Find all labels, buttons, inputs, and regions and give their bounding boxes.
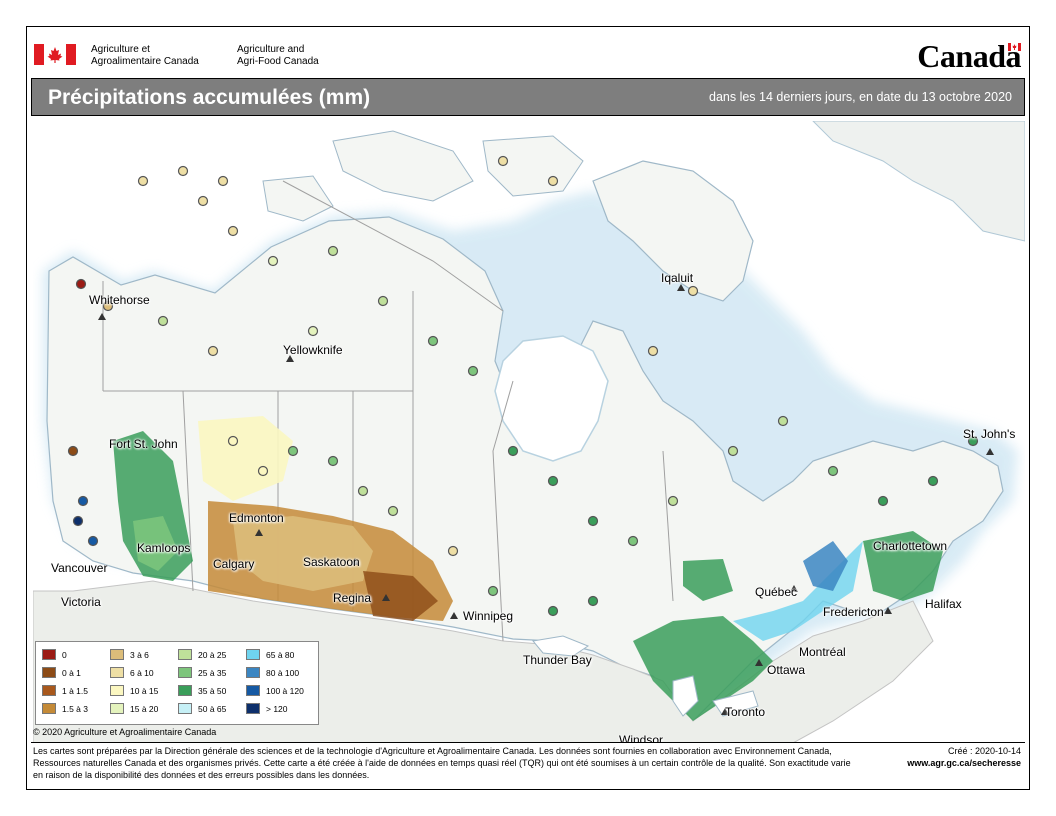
ontario-wet-zone bbox=[633, 616, 773, 721]
legend-swatch bbox=[42, 703, 56, 714]
city-label-winnipeg: Winnipeg bbox=[463, 609, 514, 623]
legend-swatch bbox=[42, 685, 56, 696]
city-label-yellowknife: Yellowknife bbox=[283, 343, 343, 357]
bc-wet-zone-light bbox=[133, 516, 178, 571]
city-label-ottawa: Ottawa bbox=[767, 663, 806, 677]
city-markers bbox=[98, 284, 994, 715]
legend-swatch bbox=[110, 685, 124, 696]
city-label-vancouver: Vancouver bbox=[51, 561, 108, 575]
footnote: Les cartes sont préparées par la Directi… bbox=[33, 746, 851, 780]
alberta-moist-zone bbox=[198, 416, 293, 501]
maritimes-wet-zone bbox=[863, 531, 943, 601]
legend-swatch bbox=[246, 685, 260, 696]
hudson-bay bbox=[494, 335, 609, 462]
legend-swatch bbox=[178, 667, 192, 678]
legend-swatch bbox=[246, 703, 260, 714]
city-label-halifax: Halifax bbox=[925, 597, 962, 611]
legend-swatch bbox=[246, 649, 260, 660]
city-label-toronto: Toronto bbox=[725, 705, 766, 719]
legend-swatch bbox=[110, 703, 124, 714]
legend-swatch bbox=[42, 667, 56, 678]
lake-superior bbox=[532, 635, 590, 657]
header: Agriculture et Agroalimentaire Canada Agr… bbox=[27, 27, 1029, 75]
footer-info: Créé : 2020-10-14 www.agr.gc.ca/secheres… bbox=[907, 745, 1021, 769]
city-label-quebec: Québec bbox=[755, 585, 798, 599]
station-markers bbox=[67, 155, 979, 617]
city-label-fort-st-john: Fort St. John bbox=[109, 437, 178, 451]
arctic-island-3 bbox=[262, 175, 334, 222]
legend-swatch bbox=[178, 685, 192, 696]
city-label-charlottetown: Charlottetown bbox=[873, 539, 948, 553]
footer-divider bbox=[31, 742, 1025, 743]
city-label-st-johns: St. John's bbox=[963, 427, 1016, 441]
legend-swatch bbox=[246, 667, 260, 678]
prairie-dry-zone-dark bbox=[363, 571, 438, 621]
lake-huron bbox=[672, 675, 699, 717]
map-frame: Agriculture et Agroalimentaire Canada Agr… bbox=[26, 26, 1030, 790]
created-date: Créé : 2020-10-14 bbox=[947, 746, 1021, 756]
city-label-iqaluit: Iqaluit bbox=[661, 271, 694, 285]
precipitation-map: Whitehorse Yellowknife Iqaluit Fort St. … bbox=[33, 121, 1025, 743]
city-label-montreal: Montréal bbox=[799, 645, 846, 659]
city-label-calgary: Calgary bbox=[213, 557, 255, 571]
city-label-saskatoon: Saskatoon bbox=[303, 555, 360, 569]
department-name-fr: Agriculture et Agroalimentaire Canada bbox=[91, 44, 199, 67]
legend-swatch bbox=[178, 649, 192, 660]
baffin-island bbox=[592, 160, 754, 302]
copyright: © 2020 Agriculture et Agroalimentaire Ca… bbox=[33, 727, 217, 737]
greenland bbox=[812, 121, 1025, 242]
legend-swatch bbox=[110, 649, 124, 660]
city-label-windsor: Windsor bbox=[619, 733, 664, 743]
quebec-wettest-zone bbox=[803, 541, 848, 591]
legend-swatch bbox=[178, 703, 192, 714]
department-name-en: Agriculture and Agri-Food Canada bbox=[237, 44, 319, 67]
canada-wordmark: Canada bbox=[917, 38, 1021, 74]
map-subtitle: dans les 14 derniers jours, en date du 1… bbox=[709, 90, 1012, 104]
title-bar: Précipitations accumulées (mm) dans les … bbox=[31, 78, 1025, 116]
wordmark-flag-icon bbox=[1008, 43, 1021, 51]
city-label-victoria: Victoria bbox=[61, 595, 101, 609]
city-label-regina: Regina bbox=[333, 591, 372, 605]
city-label-whitehorse: Whitehorse bbox=[89, 293, 150, 307]
legend-swatch bbox=[110, 667, 124, 678]
legend: 0 0 à 1 1 à 1.5 1.5 à 3 3 à 6 6 à 10 10 … bbox=[35, 641, 319, 725]
legend-swatch bbox=[42, 649, 56, 660]
prairie-dry-zone-light bbox=[233, 516, 373, 591]
quebec-very-wet-zone bbox=[733, 541, 863, 641]
northern-ontario-zone bbox=[683, 559, 733, 601]
city-label-fredericton: Fredericton bbox=[823, 605, 884, 619]
city-label-kamloops: Kamloops bbox=[137, 541, 191, 555]
canada-flag-icon bbox=[34, 44, 76, 65]
city-label-thunder-bay: Thunder Bay bbox=[523, 653, 592, 667]
arctic-island-1 bbox=[332, 130, 474, 202]
map-title: Précipitations accumulées (mm) bbox=[48, 86, 371, 109]
source-url[interactable]: www.agr.gc.ca/secheresse bbox=[907, 758, 1021, 768]
city-label-edmonton: Edmonton bbox=[229, 511, 284, 525]
